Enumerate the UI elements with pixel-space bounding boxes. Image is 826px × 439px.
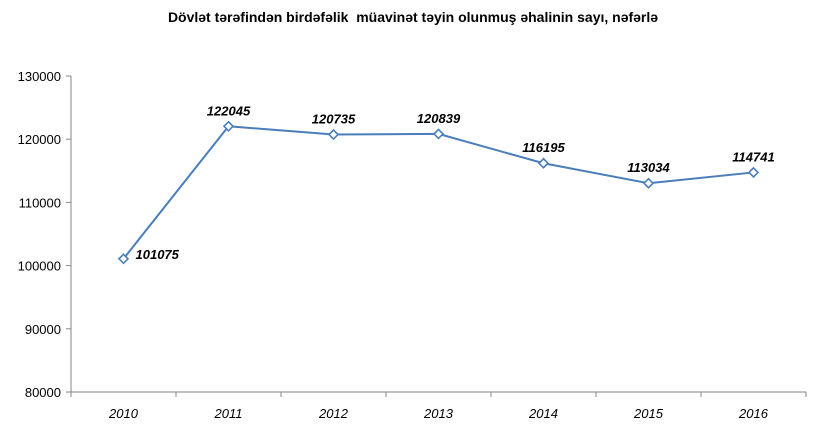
x-tick-label: 2015: [633, 406, 664, 421]
x-tick-label: 2012: [318, 406, 349, 421]
y-tick-label: 130000: [18, 69, 61, 84]
data-point-marker: [747, 166, 760, 179]
x-tick-label: 2011: [214, 406, 243, 421]
x-axis-ticks: 2010 2011 2012 2013 2014 2015 2016: [70, 392, 807, 421]
y-tick-label: 90000: [25, 322, 61, 337]
data-point-marker: [642, 177, 655, 189]
chart-title: Dövlət tərəfindən birdəfəlik müavinət tə…: [167, 9, 659, 25]
data-labels: 101075 122045 120735 120839 116195 113034 1147…: [136, 103, 775, 262]
data-label: 113034: [627, 160, 670, 175]
data-label: 114741: [732, 149, 774, 164]
y-tick-label: 120000: [18, 132, 61, 147]
y-axis-ticks: 80000 90000 100000 110000 120000 130000: [18, 69, 71, 400]
data-label: 120839: [417, 111, 461, 126]
x-tick-label: 2013: [423, 406, 454, 421]
data-point-marker: [222, 120, 235, 132]
data-label: 120735: [312, 112, 356, 127]
axes: [70, 76, 806, 393]
data-label: 122045: [207, 103, 251, 118]
data-label: 101075: [136, 247, 180, 262]
series: [117, 120, 760, 265]
y-tick-label: 110000: [19, 195, 61, 210]
x-tick-label: 2016: [738, 406, 769, 421]
y-tick-label: 100000: [18, 259, 61, 274]
data-point-marker: [117, 253, 130, 265]
data-point-marker: [537, 157, 550, 169]
data-point-marker: [432, 128, 445, 140]
x-tick-label: 2010: [108, 406, 139, 421]
data-point-marker: [327, 128, 340, 141]
y-tick-label: 80000: [25, 385, 61, 400]
x-tick-label: 2014: [528, 406, 558, 421]
data-label: 116195: [522, 140, 565, 155]
series-line: [122, 125, 754, 260]
